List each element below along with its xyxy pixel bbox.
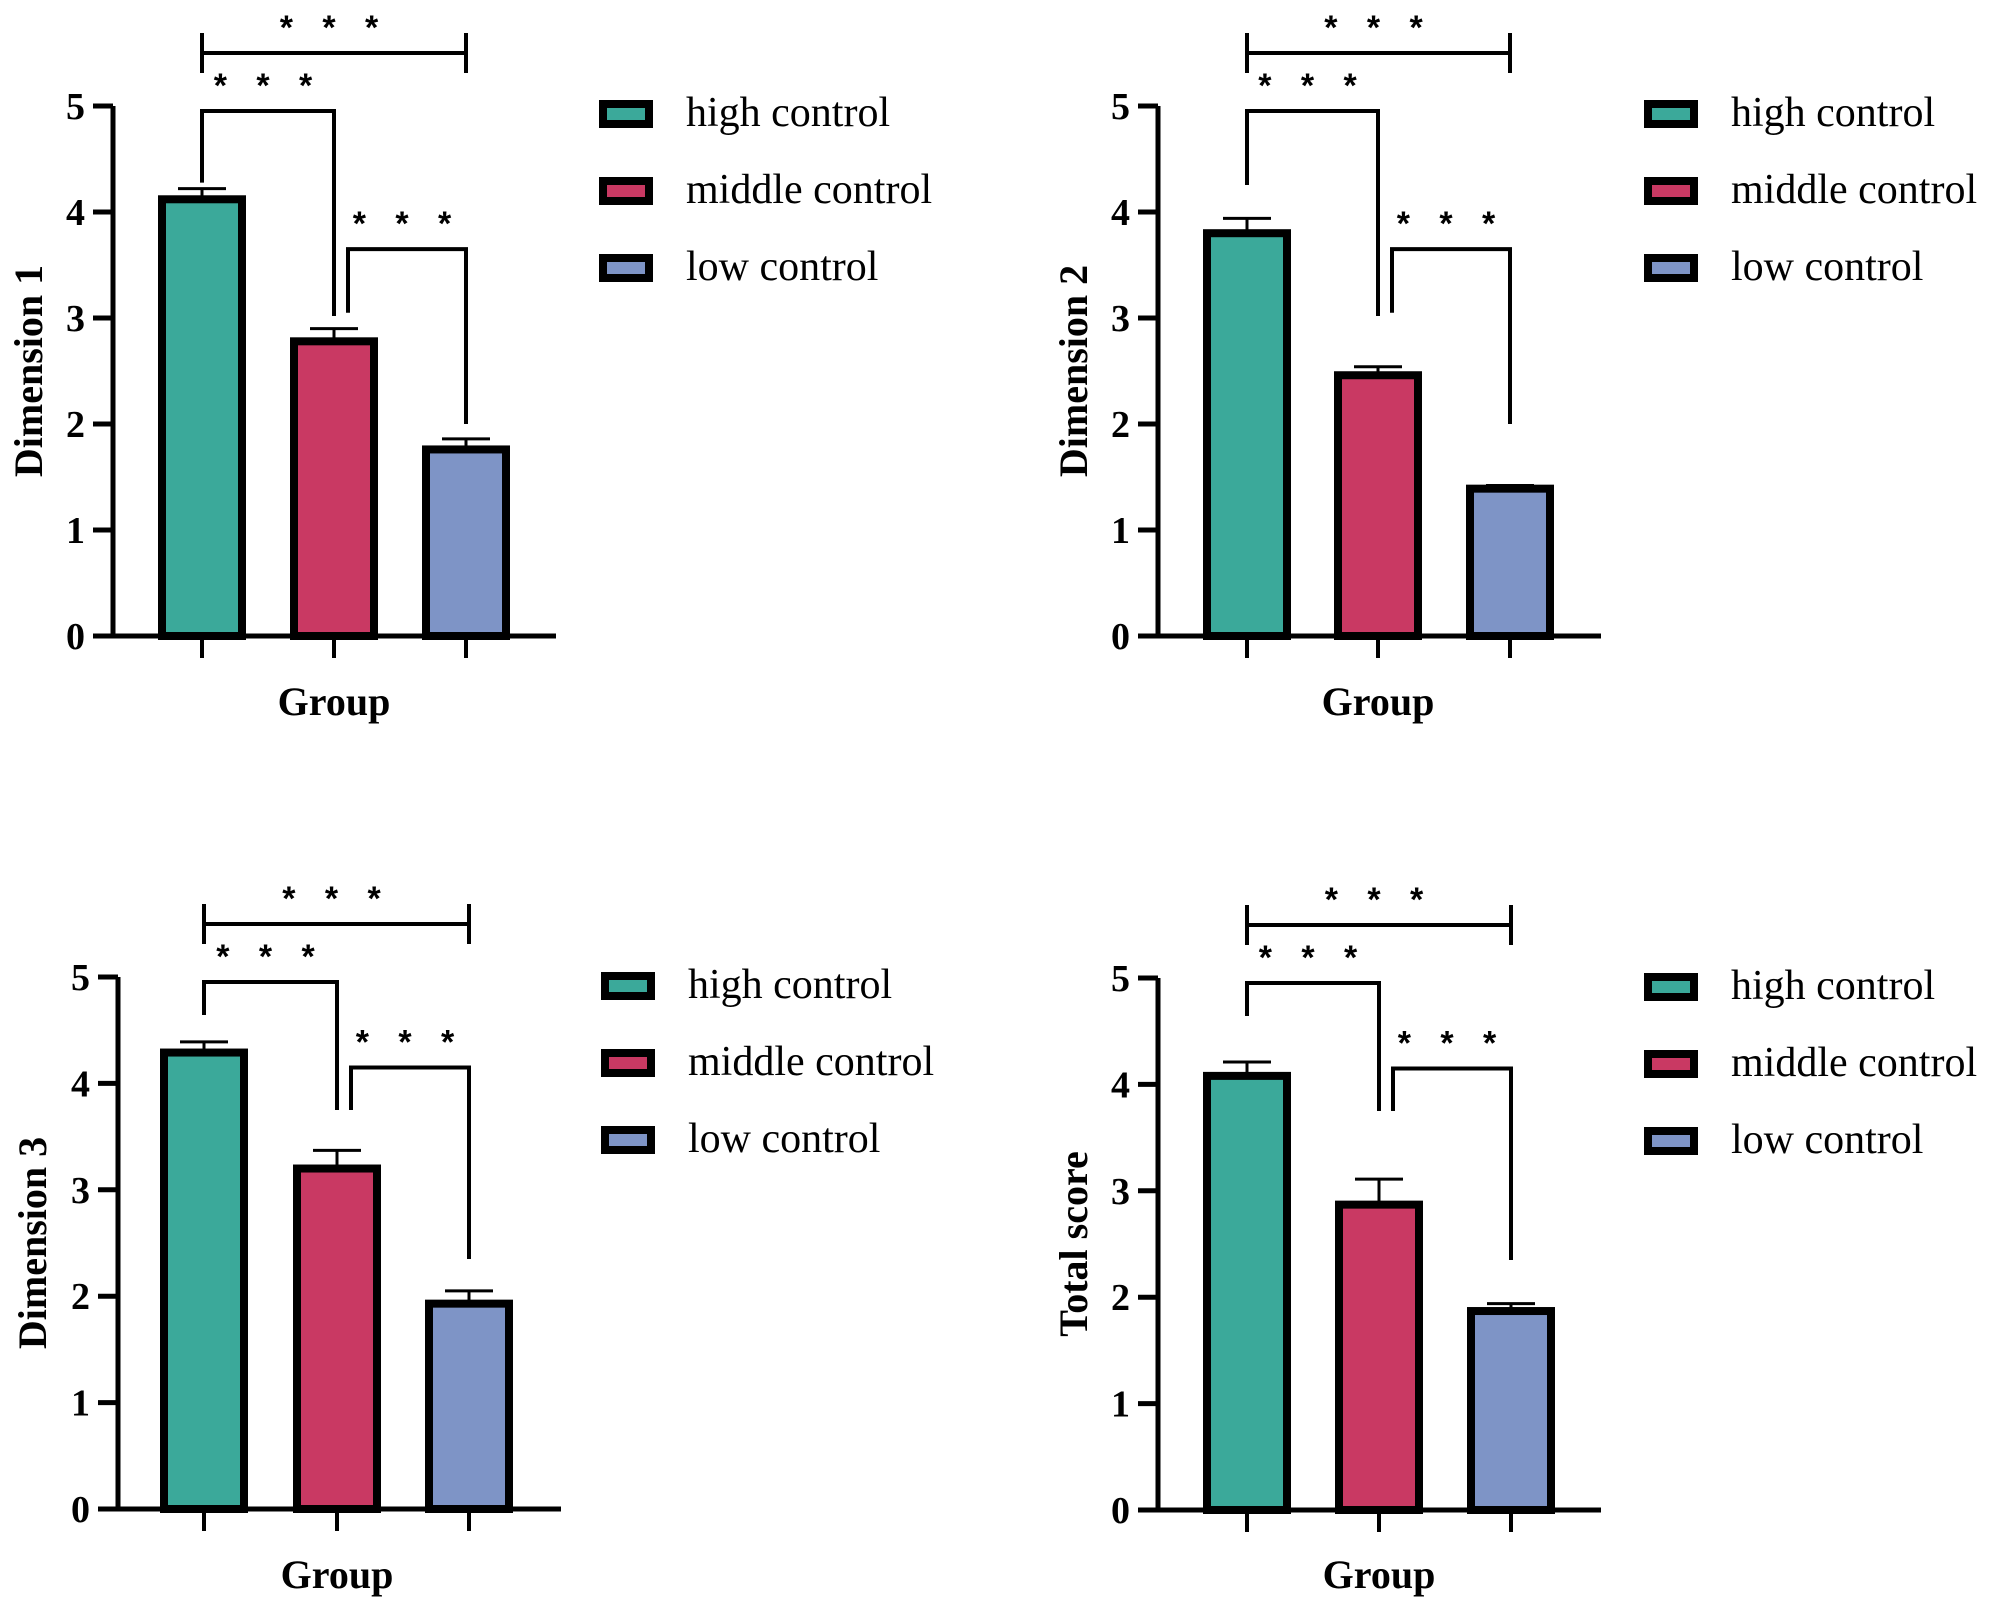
significance-label: * * * [353, 205, 462, 243]
y-tick-label: 5 [71, 957, 90, 999]
significance-bracket [202, 980, 339, 1110]
legend-label-high-control: high control [1731, 963, 1935, 1009]
significance-bracket [1245, 981, 1381, 1111]
legend-label-low-control: low control [688, 1116, 880, 1162]
legend-swatch-middle-control [1644, 177, 1698, 205]
significance-label: * * * [214, 67, 323, 105]
significance-bracket [200, 33, 468, 73]
bar-middle-control [1335, 1200, 1423, 1514]
significance-label: * * * [216, 938, 325, 976]
chart-panel-2: 0 1 2 3 4 5 Group Dimension 2 * * * * * * * * * hig… [1051, 9, 1977, 724]
y-tick-label: 2 [71, 1276, 90, 1318]
significance-label: * * * [282, 880, 391, 918]
significance-label: * * * [1324, 9, 1433, 47]
legend-swatch-middle-control [599, 177, 653, 205]
legend-label-high-control: high control [1731, 90, 1935, 136]
significance-bracket [346, 247, 468, 424]
legend-label-high-control: high control [686, 90, 890, 136]
legend-swatch-high-control [599, 100, 653, 128]
legend-label-low-control: low control [686, 244, 878, 290]
x-axis-title: Group [281, 1552, 394, 1597]
y-tick-label: 2 [66, 404, 85, 446]
y-tick-label: 4 [71, 1063, 90, 1105]
x-axis-title: Group [1323, 1552, 1436, 1597]
bar-low-control [422, 445, 510, 640]
bar-middle-control [290, 337, 378, 640]
bar-middle-control [1334, 371, 1422, 640]
significance-bracket [1390, 247, 1512, 424]
y-tick-label: 1 [66, 510, 85, 552]
significance-bracket [1245, 109, 1380, 316]
significance-bracket [1245, 905, 1513, 945]
legend-swatch-low-control [601, 1126, 655, 1154]
legend-label-low-control: low control [1731, 244, 1923, 290]
y-tick-label: 4 [1111, 192, 1130, 234]
y-axis-title: Total score [1051, 1151, 1096, 1337]
legend-swatch-high-control [1644, 100, 1698, 128]
y-tick-label: 0 [1111, 1490, 1130, 1532]
x-axis-title: Group [278, 679, 391, 724]
legend-swatch-high-control [601, 972, 655, 1000]
legend-swatch-middle-control [1644, 1050, 1698, 1078]
chart-panel-3: 0 1 2 3 4 5 Group Dimension 3 * * * * * * * * * hig… [10, 880, 934, 1597]
bar-middle-control [293, 1164, 381, 1514]
significance-label: * * * [1259, 939, 1368, 977]
significance-label: * * * [1325, 881, 1434, 919]
y-tick-label: 5 [66, 86, 85, 128]
legend-swatch-low-control [1644, 254, 1698, 282]
y-tick-label: 3 [66, 298, 85, 340]
y-tick-label: 0 [1111, 616, 1130, 658]
legend-label-middle-control: middle control [1731, 167, 1977, 213]
significance-label: * * * [356, 1023, 465, 1061]
chart-panel-1: 0 1 2 3 4 5 Group Dimension 1 * * * * * * * * * hig… [6, 9, 932, 724]
legend-label-middle-control: middle control [688, 1039, 934, 1085]
y-tick-label: 4 [66, 192, 85, 234]
legend-swatch-low-control [1644, 1127, 1698, 1155]
significance-label: * * * [280, 9, 389, 47]
y-tick-label: 2 [1111, 404, 1130, 446]
legend-swatch-middle-control [601, 1049, 655, 1077]
x-axis-title: Group [1322, 679, 1435, 724]
significance-bracket [200, 109, 336, 316]
y-axis-title: Dimension 2 [1051, 265, 1096, 477]
y-tick-label: 1 [1111, 1384, 1130, 1426]
bar-low-control [1467, 1307, 1555, 1514]
legend-swatch-low-control [599, 254, 653, 282]
significance-bracket [1391, 1066, 1513, 1260]
y-tick-label: 2 [1111, 1277, 1130, 1319]
legend-label-high-control: high control [688, 962, 892, 1008]
significance-label: * * * [1397, 205, 1506, 243]
legend-label-middle-control: middle control [686, 167, 932, 213]
y-tick-label: 0 [66, 616, 85, 658]
y-tick-label: 3 [1111, 298, 1130, 340]
y-axis-title: Dimension 1 [6, 265, 51, 477]
bar-high-control [1203, 1071, 1291, 1514]
bar-low-control [1466, 484, 1554, 640]
y-tick-label: 4 [1111, 1064, 1130, 1106]
bar-low-control [425, 1299, 513, 1513]
bar-high-control [160, 1048, 248, 1513]
y-tick-label: 3 [71, 1170, 90, 1212]
y-tick-label: 1 [1111, 510, 1130, 552]
legend-swatch-high-control [1644, 973, 1698, 1001]
significance-bracket [202, 904, 471, 944]
legend-label-middle-control: middle control [1731, 1040, 1977, 1086]
legend-label-low-control: low control [1731, 1117, 1923, 1163]
chart-panel-4: 0 1 2 3 4 5 Group Total score * * * * * * * * * hig… [1051, 881, 1977, 1597]
y-axis-title: Dimension 3 [10, 1137, 55, 1349]
significance-bracket [1245, 33, 1512, 73]
bar-high-control [1203, 229, 1291, 640]
bar-high-control [158, 195, 246, 640]
significance-label: * * * [1398, 1024, 1507, 1062]
y-tick-label: 5 [1111, 958, 1130, 1000]
significance-bracket [349, 1065, 471, 1259]
y-tick-label: 5 [1111, 86, 1130, 128]
y-tick-label: 1 [71, 1383, 90, 1425]
y-tick-label: 3 [1111, 1171, 1130, 1213]
significance-label: * * * [1258, 67, 1367, 105]
y-tick-label: 0 [71, 1489, 90, 1531]
